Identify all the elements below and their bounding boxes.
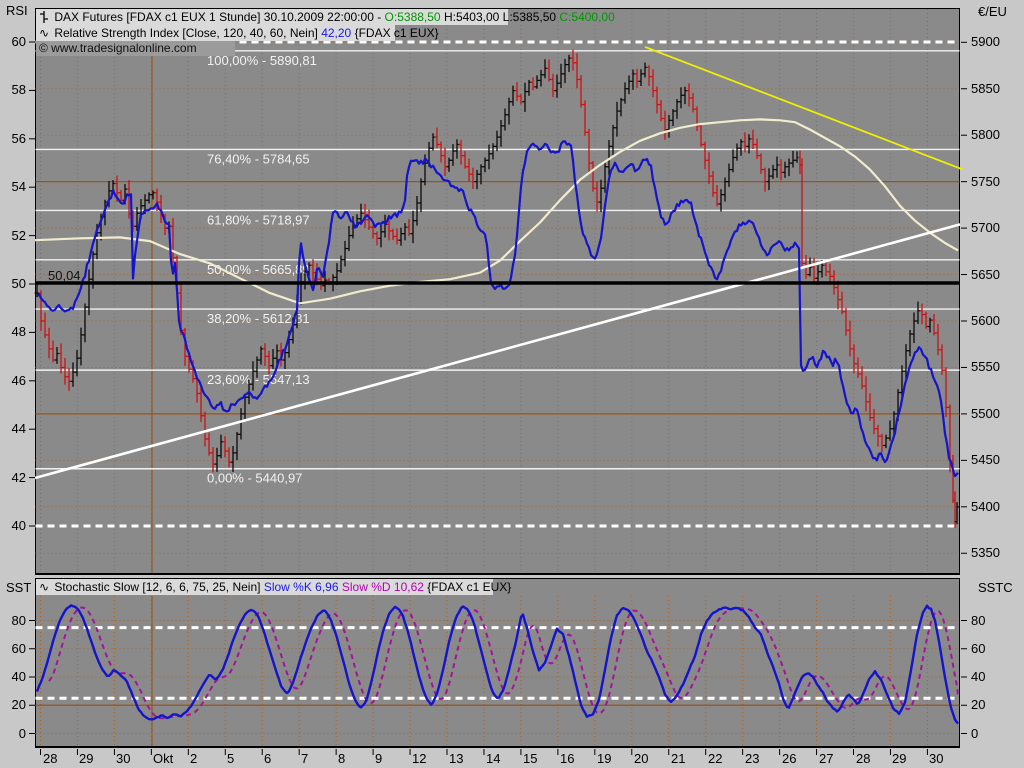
- stoch-tick-label: 20: [971, 697, 986, 712]
- copyright-label: © www.tradesignalonline.com: [36, 41, 235, 56]
- date-tick-label: 13: [449, 751, 464, 766]
- price-rsi-chart-panel[interactable]: [35, 8, 960, 575]
- date-tick-label: 14: [486, 751, 501, 766]
- stoch-scope: {FDAX c1 EUX}: [427, 580, 512, 594]
- rsi-tick-label: 42: [11, 470, 26, 485]
- stoch-tick-label: 20: [11, 697, 26, 712]
- date-tick-label: 30: [929, 751, 944, 766]
- price-tick-label: 5550: [971, 359, 1000, 374]
- price-tick-label: 5500: [971, 406, 1000, 421]
- date-tick-label: Okt: [153, 751, 174, 766]
- rsi-scope: {FDAX c1 EUX}: [354, 26, 439, 40]
- date-tick-label: 2: [190, 751, 198, 766]
- stoch-d-value: Slow %D 10,62: [341, 580, 424, 594]
- series-title: DAX Futures [FDAX c1 EUX 1 Stunde] 30.10…: [54, 10, 382, 24]
- date-tick-label: 26: [782, 751, 797, 766]
- stoch-tick-label: 60: [971, 641, 986, 656]
- date-tick-label: 8: [338, 751, 346, 766]
- price-tick-label: 5850: [971, 81, 1000, 96]
- close-value: C:5400,00: [559, 10, 615, 24]
- price-tick-label: 5800: [971, 127, 1000, 142]
- rsi-tick-label: 50: [11, 276, 26, 291]
- high-value: H:5403,00: [443, 10, 500, 24]
- rsi-tick-label: 46: [11, 373, 26, 388]
- date-tick-label: 6: [264, 751, 272, 766]
- rsi-indicator-title: Relative Strength Index [Close, 120, 40,…: [54, 26, 318, 40]
- date-tick-label: 20: [634, 751, 649, 766]
- stoch-tick-label: 0: [18, 726, 26, 741]
- stoch-left-axis-title: SST: [6, 580, 32, 595]
- date-tick-label: 29: [892, 751, 907, 766]
- indicator-wave-icon: ∿: [39, 26, 50, 40]
- rsi-tick-label: 52: [11, 228, 26, 243]
- price-tick-label: 5350: [971, 545, 1000, 560]
- price-tick-label: 5450: [971, 452, 1000, 467]
- open-value: O:5388,50: [384, 10, 441, 24]
- stoch-tick-label: 60: [11, 641, 26, 656]
- rsi-tick-label: 58: [11, 82, 26, 97]
- date-tick-label: 22: [708, 751, 723, 766]
- price-tick-label: 5650: [971, 267, 1000, 282]
- rsi-tick-label: 44: [11, 421, 26, 436]
- price-tick-label: 5750: [971, 174, 1000, 189]
- stoch-tick-label: 40: [11, 669, 26, 684]
- date-tick-label: 15: [523, 751, 538, 766]
- stoch-tick-label: 40: [971, 669, 986, 684]
- ohlc-bar-icon: [39, 9, 51, 25]
- low-value: L:5385,50: [502, 10, 557, 24]
- date-tick-label: 12: [412, 751, 427, 766]
- stochastic-chart-panel[interactable]: [35, 578, 960, 748]
- rsi-tick-label: 60: [11, 34, 26, 49]
- price-tick-label: 5900: [971, 34, 1000, 49]
- stoch-tick-label: 80: [971, 613, 986, 628]
- stoch-tick-label: 80: [11, 613, 26, 628]
- date-tick-label: 29: [79, 751, 94, 766]
- date-tick-label: 21: [671, 751, 686, 766]
- date-tick-label: 27: [819, 751, 834, 766]
- price-tick-label: 5600: [971, 313, 1000, 328]
- date-tick-label: 7: [301, 751, 309, 766]
- date-tick-label: 9: [375, 751, 383, 766]
- date-tick-label: 19: [597, 751, 612, 766]
- rsi-tick-label: 48: [11, 324, 26, 339]
- stoch-k-value: Slow %K 6,96: [263, 580, 339, 594]
- price-tick-label: 5700: [971, 220, 1000, 235]
- date-tick-label: 28: [856, 751, 871, 766]
- date-tick-label: 30: [116, 751, 131, 766]
- rsi-axis-title: RSI: [6, 3, 28, 18]
- rsi-tick-label: 56: [11, 131, 26, 146]
- rsi-tick-label: 40: [11, 518, 26, 533]
- series-header[interactable]: DAX Futures [FDAX c1 EUX 1 Stunde] 30.10…: [36, 9, 615, 25]
- rsi-indicator-header[interactable]: ∿ Relative Strength Index [Close, 120, 4…: [36, 25, 439, 41]
- indicator-wave-icon: ∿: [39, 580, 50, 594]
- rsi-value: 42,20: [321, 26, 352, 40]
- rsi-tick-label: 54: [11, 179, 26, 194]
- stoch-indicator-header[interactable]: ∿ Stochastic Slow [12, 6, 6, 75, 25, Nei…: [36, 579, 511, 595]
- price-axis-title: €/EU: [978, 4, 1007, 19]
- price-tick-label: 5400: [971, 499, 1000, 514]
- date-tick-label: 23: [745, 751, 760, 766]
- stoch-tick-label: 0: [971, 726, 979, 741]
- date-tick-label: 5: [227, 751, 235, 766]
- date-tick-label: 16: [560, 751, 575, 766]
- stoch-indicator-title: Stochastic Slow [12, 6, 6, 75, 25, Nein]: [54, 580, 261, 594]
- date-tick-label: 28: [43, 751, 58, 766]
- stoch-right-axis-title: SSTC: [978, 580, 1013, 595]
